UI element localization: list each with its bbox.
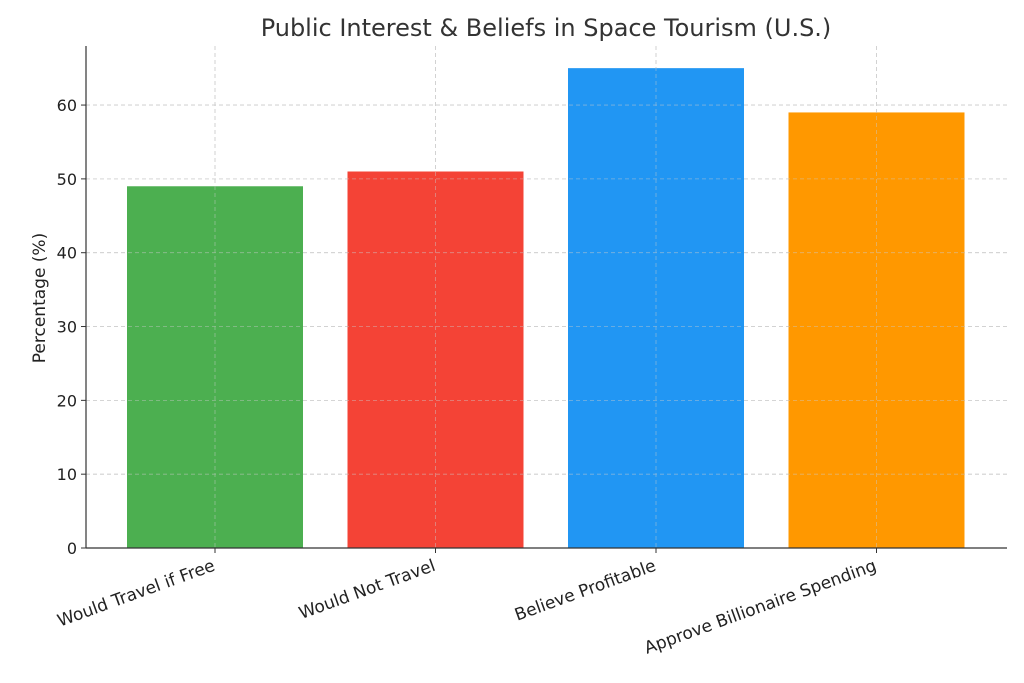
bars — [127, 68, 965, 549]
bar-would-not-travel — [347, 171, 524, 548]
x-ticks: Would Travel if Free Would Not Travel Beli… — [55, 548, 879, 659]
x-tick-label: Believe Profitable — [512, 556, 659, 626]
x-tick-label: Approve Billionaire Spending — [642, 556, 879, 659]
y-tick-label: 30 — [57, 318, 77, 337]
y-axis-label: Percentage (%) — [30, 233, 50, 363]
chart-title: Public Interest & Beliefs in Space Touri… — [261, 14, 832, 42]
y-tick-label: 60 — [57, 96, 77, 115]
y-tick-label: 40 — [57, 244, 77, 263]
x-tick-label: Would Travel if Free — [55, 556, 218, 632]
x-tick-label: Would Not Travel — [296, 556, 438, 624]
y-tick-label: 20 — [57, 391, 77, 410]
y-tick-label: 50 — [57, 170, 77, 189]
axes — [85, 46, 1007, 549]
y-tick-label: 10 — [57, 465, 77, 484]
bar-would-travel-if-free — [127, 186, 303, 548]
y-tick-label: 0 — [67, 539, 77, 558]
y-ticks: 0 10 20 30 40 50 60 — [57, 96, 86, 558]
